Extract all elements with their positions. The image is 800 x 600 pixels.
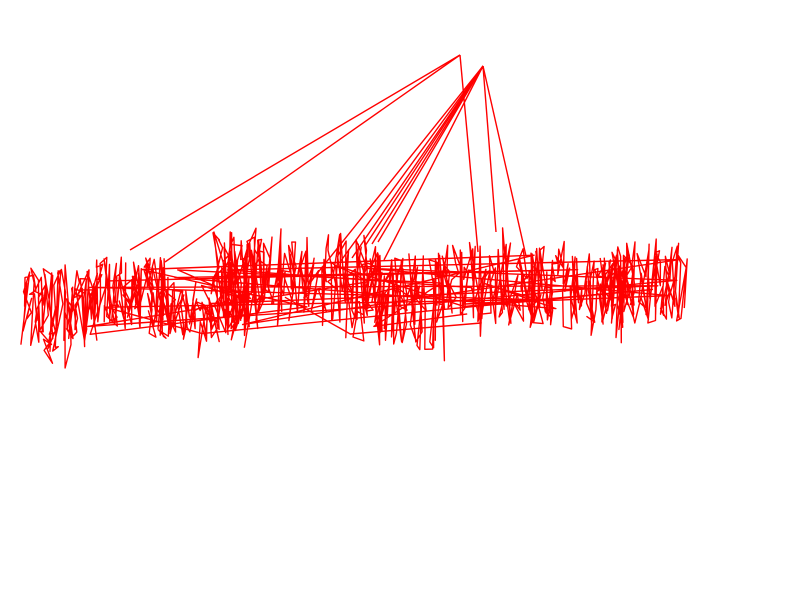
apex-stroke-4 bbox=[311, 65, 484, 281]
apex-stroke-5 bbox=[339, 65, 484, 263]
scribble-band-2 bbox=[87, 256, 169, 330]
apex-stroke-12 bbox=[482, 65, 527, 257]
scribble-band-9 bbox=[599, 238, 688, 339]
apex-stroke-11 bbox=[482, 65, 497, 233]
scribble-connectors bbox=[86, 254, 681, 335]
apex-stroke-3 bbox=[459, 54, 479, 253]
apex-stroke-10 bbox=[383, 65, 484, 261]
apex-stroke-1 bbox=[129, 54, 461, 251]
apex-stroke-7 bbox=[364, 65, 484, 247]
scribble-strokes bbox=[20, 54, 688, 369]
apex-stroke-9 bbox=[377, 65, 484, 243]
scribble-band-1 bbox=[20, 264, 98, 369]
apex-stroke-6 bbox=[351, 65, 484, 259]
apex-stroke-2 bbox=[164, 54, 461, 263]
